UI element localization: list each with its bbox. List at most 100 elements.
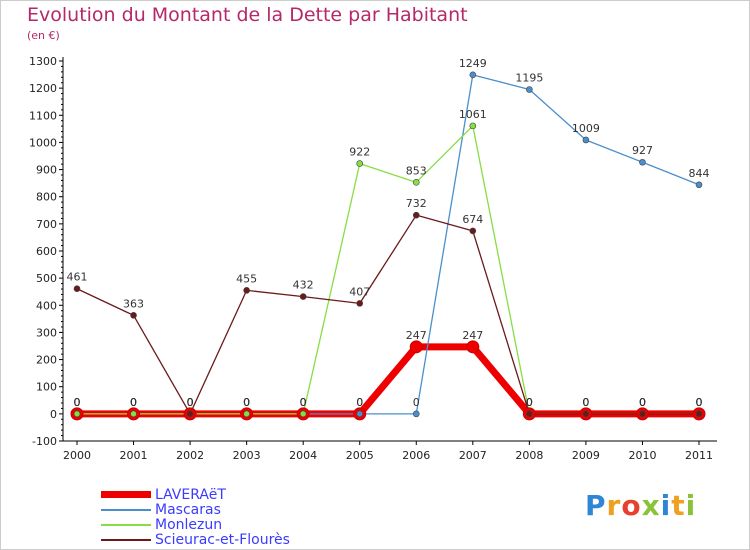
x-tick-label: 2002 bbox=[176, 449, 204, 462]
y-tick-label: 0 bbox=[50, 408, 57, 421]
data-point bbox=[582, 410, 590, 418]
data-label: 844 bbox=[689, 167, 710, 180]
data-label: 0 bbox=[130, 396, 137, 409]
y-tick-label: 200 bbox=[36, 354, 57, 367]
data-label: 0 bbox=[639, 396, 646, 409]
data-point bbox=[409, 340, 423, 354]
data-label: 0 bbox=[187, 396, 194, 409]
series-line-2 bbox=[77, 125, 699, 415]
data-label: 461 bbox=[67, 271, 88, 284]
legend-label: Mascaras bbox=[155, 501, 221, 518]
data-point bbox=[469, 227, 477, 235]
y-tick-label: 700 bbox=[36, 218, 57, 231]
y-tick-label: 1100 bbox=[29, 109, 57, 122]
data-label: 0 bbox=[130, 396, 137, 409]
legend-label: Monlezun bbox=[155, 516, 223, 533]
data-label: 0 bbox=[639, 396, 646, 409]
data-label: 853 bbox=[406, 164, 427, 177]
data-label: 0 bbox=[187, 396, 194, 409]
data-point bbox=[412, 211, 420, 219]
data-point bbox=[186, 410, 194, 418]
x-tick-label: 2007 bbox=[459, 449, 487, 462]
y-tick-label: -100 bbox=[32, 435, 57, 448]
data-label: 1249 bbox=[459, 57, 487, 70]
data-label: 247 bbox=[462, 329, 483, 342]
y-tick-label: 1000 bbox=[29, 136, 57, 149]
legend-swatch bbox=[101, 491, 151, 498]
data-label: 0 bbox=[356, 396, 363, 409]
y-tick-label: 900 bbox=[36, 164, 57, 177]
data-label: 0 bbox=[74, 396, 81, 409]
x-tick-label: 2008 bbox=[515, 449, 543, 462]
logo-letter: i bbox=[685, 489, 697, 522]
data-point bbox=[243, 410, 250, 418]
data-label: 0 bbox=[413, 396, 420, 409]
data-label: 432 bbox=[293, 279, 314, 292]
data-point bbox=[469, 71, 477, 79]
data-label: 0 bbox=[696, 396, 703, 409]
data-point bbox=[639, 410, 646, 418]
data-point bbox=[582, 136, 590, 144]
data-label: 0 bbox=[74, 396, 81, 409]
data-label: 0 bbox=[356, 396, 363, 409]
data-label: 0 bbox=[243, 396, 250, 409]
data-point bbox=[469, 122, 477, 130]
data-label: 247 bbox=[406, 329, 427, 342]
data-point bbox=[695, 181, 703, 189]
data-label: 732 bbox=[406, 197, 427, 210]
data-label: 0 bbox=[526, 396, 533, 409]
y-tick-label: 1200 bbox=[29, 82, 57, 95]
series-line-1 bbox=[77, 74, 700, 415]
data-label: 0 bbox=[74, 396, 81, 409]
data-label: 0 bbox=[187, 396, 194, 409]
data-label: 0 bbox=[696, 396, 703, 409]
logo-letter: P bbox=[585, 489, 607, 522]
data-label: 0 bbox=[582, 396, 589, 409]
data-point bbox=[412, 410, 420, 418]
data-point bbox=[130, 410, 137, 418]
data-point bbox=[130, 312, 137, 319]
data-label: 0 bbox=[300, 396, 307, 409]
data-point bbox=[356, 300, 364, 307]
y-tick-label: 800 bbox=[36, 191, 57, 204]
y-tick-label: 400 bbox=[36, 299, 57, 312]
x-tick-label: 2010 bbox=[628, 449, 656, 462]
data-point bbox=[412, 179, 420, 186]
y-tick-label: 300 bbox=[36, 326, 57, 339]
x-tick-label: 2005 bbox=[346, 449, 374, 462]
data-label: 0 bbox=[696, 396, 703, 409]
x-tick-label: 2011 bbox=[685, 449, 713, 462]
logo-letter: x bbox=[641, 489, 661, 522]
x-tick-label: 2003 bbox=[233, 449, 261, 462]
data-point bbox=[73, 285, 81, 293]
logo-letter: i bbox=[660, 489, 672, 522]
data-label: 0 bbox=[526, 396, 533, 409]
logo-letter: t bbox=[671, 489, 686, 522]
data-point bbox=[526, 410, 533, 418]
y-tick-label: 600 bbox=[36, 245, 57, 258]
proxiti-logo: Proxiti bbox=[585, 489, 696, 522]
data-point bbox=[526, 86, 533, 93]
data-label: 922 bbox=[349, 146, 370, 159]
data-label: 0 bbox=[582, 396, 589, 409]
y-tick-label: 100 bbox=[36, 381, 57, 394]
data-label: 0 bbox=[582, 396, 589, 409]
chart-title: Evolution du Montant de la Dette par Hab… bbox=[27, 4, 468, 26]
data-label: 0 bbox=[300, 396, 307, 409]
data-label: 0 bbox=[526, 396, 533, 409]
data-label: 0 bbox=[130, 396, 137, 409]
data-label: 1009 bbox=[572, 122, 600, 135]
data-point bbox=[356, 160, 364, 167]
data-label: 0 bbox=[243, 396, 250, 409]
x-tick-label: 2000 bbox=[63, 449, 91, 462]
data-point bbox=[73, 410, 81, 418]
data-label: 0 bbox=[187, 396, 194, 409]
legend-swatch bbox=[101, 538, 151, 541]
series-line-3 bbox=[76, 214, 699, 415]
y-tick-label: 500 bbox=[36, 272, 57, 285]
data-label: 407 bbox=[349, 285, 370, 298]
data-label: 1061 bbox=[459, 108, 487, 121]
legend-swatch bbox=[101, 523, 151, 526]
